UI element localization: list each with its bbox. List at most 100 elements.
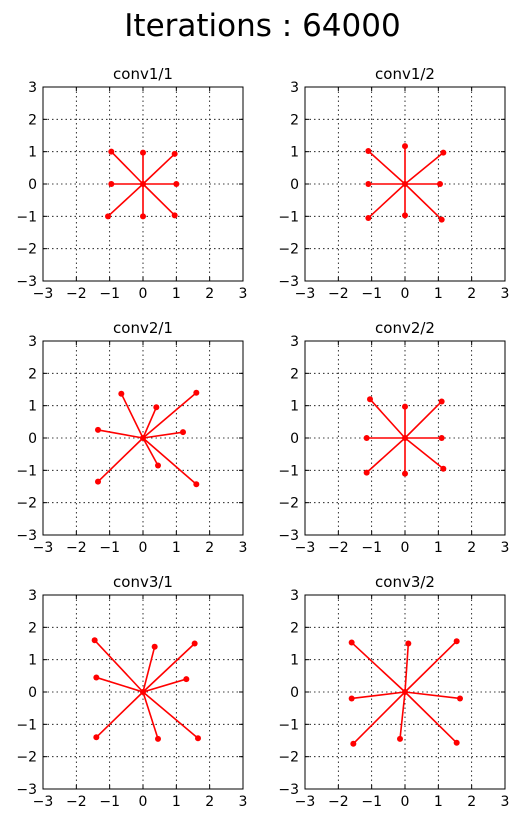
y-tick-label: 3	[290, 334, 299, 350]
y-tick-label: −2	[278, 750, 299, 766]
x-tick-label: 0	[139, 540, 148, 556]
panel-3: conv2/1 −3 −2 −1 0 1 2 3 −3 −2 −1 0 1 2 3	[16, 319, 247, 556]
data-point	[191, 640, 198, 647]
series-line	[351, 691, 406, 700]
data-point	[365, 148, 372, 155]
y-tick-label: −1	[278, 717, 299, 733]
data-point	[93, 734, 100, 741]
data-point	[173, 181, 180, 187]
data-point	[440, 465, 447, 472]
series-line	[97, 437, 144, 483]
x-tick-label: 3	[501, 794, 510, 810]
panel-title: conv3/1	[113, 573, 173, 591]
data-point	[365, 214, 372, 221]
x-tick-label: −2	[66, 794, 87, 810]
x-tick-label: −2	[66, 286, 87, 302]
x-tick-label: 0	[139, 286, 148, 302]
panel-title: conv2/1	[113, 319, 173, 337]
data-point	[153, 404, 160, 411]
center-point	[140, 181, 146, 187]
y-tick-label: 2	[28, 112, 37, 128]
panel-5: conv3/1 −3 −2 −1 0 1 2 3 −3 −2 −1 0 1 2 3	[16, 573, 247, 810]
data-point	[438, 435, 445, 441]
data-point	[140, 149, 146, 156]
x-tick-label: 1	[434, 286, 443, 302]
x-tick-label: 2	[205, 794, 214, 810]
y-tick-label: −2	[278, 496, 299, 512]
center-point	[402, 181, 408, 187]
data-point	[171, 150, 178, 157]
x-tick-label: −3	[33, 540, 54, 556]
series-line	[142, 642, 196, 693]
center-point	[140, 435, 146, 441]
series-line	[352, 691, 406, 745]
data-point	[193, 389, 200, 396]
data-point	[91, 637, 98, 644]
series-line	[404, 643, 410, 693]
x-tick-label: −2	[328, 286, 349, 302]
y-tick-label: −2	[16, 242, 37, 258]
center-point	[140, 689, 146, 695]
series-line	[94, 639, 144, 693]
x-tick-label: −3	[295, 540, 316, 556]
data-point	[151, 643, 158, 650]
y-tick-label: 0	[28, 431, 37, 447]
series-line	[404, 691, 458, 744]
data-point	[438, 398, 445, 405]
data-point	[405, 640, 412, 647]
y-tick-label: 1	[290, 145, 299, 161]
data-point	[367, 396, 373, 403]
y-tick-label: 2	[290, 366, 299, 382]
data-point	[171, 212, 178, 219]
x-tick-label: 2	[467, 540, 476, 556]
series-line	[367, 150, 406, 185]
data-point	[140, 213, 146, 220]
y-tick-label: 3	[28, 588, 37, 604]
data-point	[453, 638, 460, 645]
x-tick-label: 1	[434, 794, 443, 810]
x-tick-label: −1	[361, 540, 382, 556]
figure-title: Iterations : 64000	[124, 8, 401, 44]
y-tick-label: 2	[28, 620, 37, 636]
x-tick-label: −1	[99, 794, 120, 810]
data-point	[350, 740, 357, 747]
data-point	[437, 181, 443, 187]
y-tick-label: −3	[16, 528, 37, 544]
y-tick-label: 0	[28, 685, 37, 701]
series-line	[404, 437, 444, 470]
series-line	[142, 437, 159, 466]
y-tick-label: −1	[278, 463, 299, 479]
y-tick-label: 1	[28, 145, 37, 161]
x-tick-label: 3	[239, 794, 248, 810]
x-tick-label: −2	[328, 540, 349, 556]
y-tick-label: 0	[290, 177, 299, 193]
panel-1: conv1/1 −3 −2 −1 0 1 2 3 −3 −2 −1 0 1 2 3	[16, 65, 247, 302]
data-point	[193, 481, 200, 488]
data-point	[453, 739, 460, 746]
x-tick-label: −3	[33, 286, 54, 302]
x-tick-label: −2	[66, 540, 87, 556]
panel-2: conv1/2 −3 −2 −1 0 1 2 3 −3 −2 −1 0 1 2 3	[278, 65, 509, 302]
center-point	[402, 689, 408, 695]
panel-title: conv1/2	[375, 65, 435, 83]
series-line	[404, 640, 458, 693]
data-point	[440, 149, 447, 156]
series-line	[142, 437, 197, 485]
series-line	[404, 183, 443, 221]
series-line	[110, 151, 144, 185]
x-tick-label: 2	[467, 794, 476, 810]
series-line	[366, 437, 406, 474]
y-tick-label: 3	[28, 80, 37, 96]
x-tick-label: 0	[139, 794, 148, 810]
series-line	[404, 691, 461, 700]
data-point	[180, 429, 186, 436]
x-tick-label: 2	[205, 286, 214, 302]
series-line	[142, 183, 176, 216]
y-tick-label: 1	[28, 399, 37, 415]
x-tick-label: −1	[361, 794, 382, 810]
series-line	[142, 153, 176, 185]
data-point	[108, 181, 115, 187]
y-tick-label: −1	[16, 209, 37, 225]
x-tick-label: 1	[172, 794, 181, 810]
panel-4: conv2/2 −3 −2 −1 0 1 2 3 −3 −2 −1 0 1 2 3	[278, 319, 509, 556]
